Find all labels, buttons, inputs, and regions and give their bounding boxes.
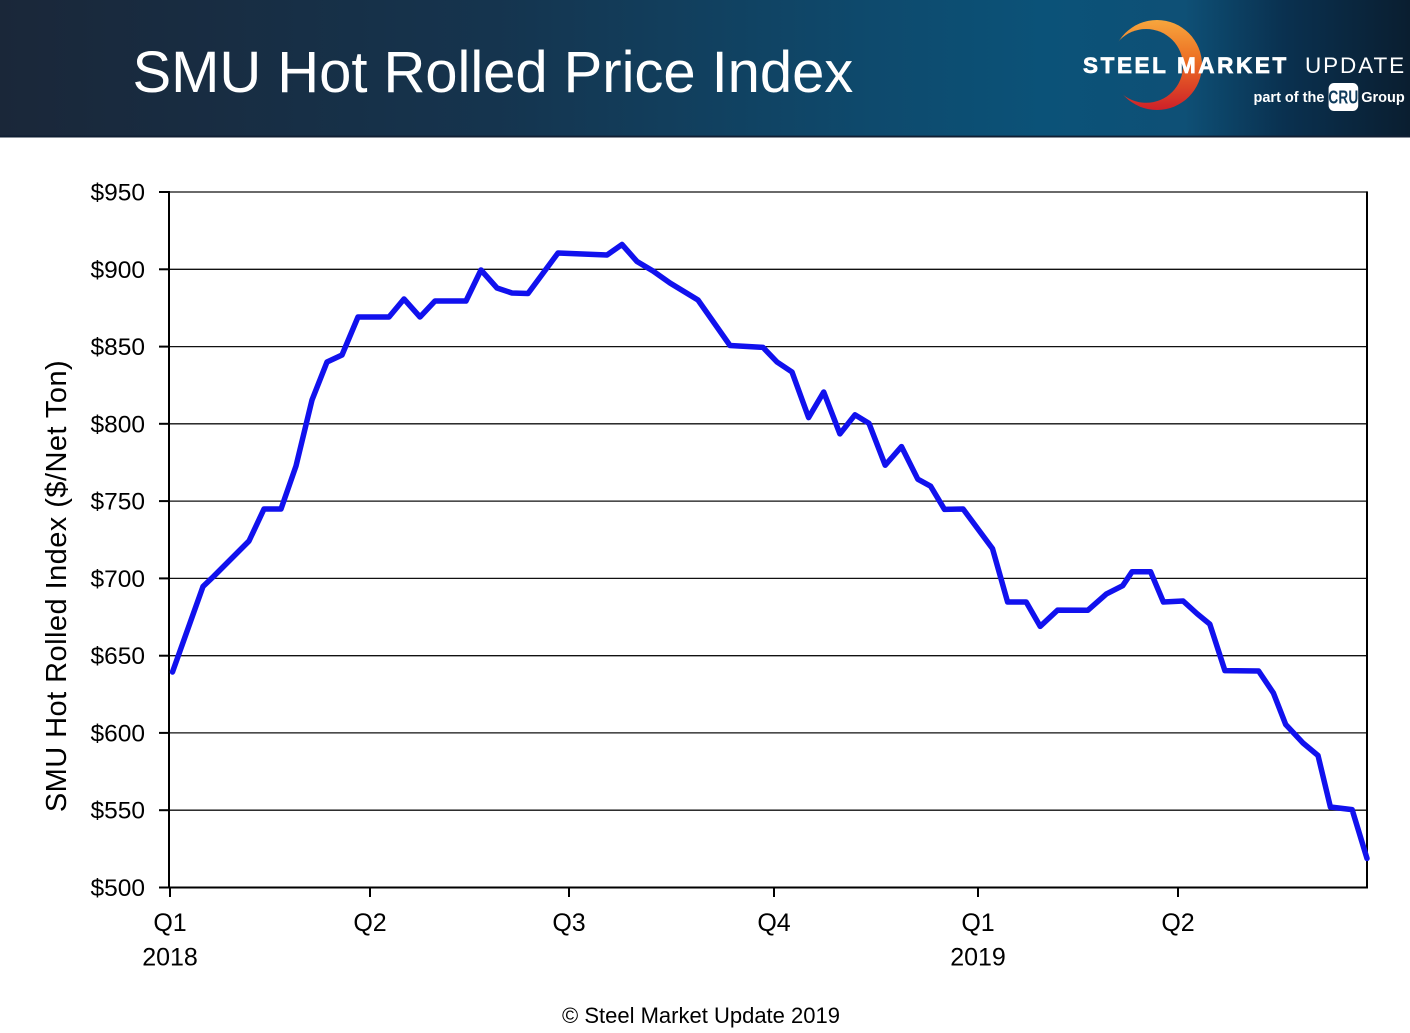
svg-text:$550: $550 bbox=[90, 798, 145, 825]
svg-text:SMU Hot Rolled Index ($/Net To: SMU Hot Rolled Index ($/Net Ton) bbox=[41, 360, 73, 812]
svg-text:$950: $950 bbox=[90, 180, 145, 207]
svg-text:$600: $600 bbox=[90, 720, 145, 747]
svg-text:part of the: part of the bbox=[1254, 90, 1325, 106]
svg-text:Q2: Q2 bbox=[353, 909, 386, 937]
svg-text:Q1: Q1 bbox=[961, 909, 994, 937]
svg-text:$850: $850 bbox=[90, 334, 145, 361]
svg-text:STEEL MARKET: STEEL MARKET bbox=[1083, 53, 1289, 78]
svg-text:2018: 2018 bbox=[142, 944, 198, 972]
svg-text:Q2: Q2 bbox=[1161, 909, 1194, 937]
svg-text:Q1: Q1 bbox=[153, 909, 186, 937]
svg-text:$700: $700 bbox=[90, 566, 145, 593]
svg-text:$500: $500 bbox=[90, 875, 145, 902]
svg-text:$800: $800 bbox=[90, 411, 145, 438]
svg-text:Q4: Q4 bbox=[757, 909, 790, 937]
svg-text:CRU: CRU bbox=[1328, 88, 1358, 108]
svg-text:2019: 2019 bbox=[950, 944, 1006, 972]
svg-text:$650: $650 bbox=[90, 643, 145, 670]
svg-text:Q3: Q3 bbox=[552, 909, 585, 937]
svg-text:UPDATE: UPDATE bbox=[1305, 53, 1406, 78]
svg-text:Group: Group bbox=[1361, 90, 1405, 106]
svg-text:SMU Hot Rolled Price Index: SMU Hot Rolled Price Index bbox=[133, 40, 854, 105]
svg-text:$750: $750 bbox=[90, 489, 145, 516]
svg-text:$900: $900 bbox=[90, 257, 145, 284]
svg-text:© Steel Market Update 2019: © Steel Market Update 2019 bbox=[562, 1003, 840, 1028]
